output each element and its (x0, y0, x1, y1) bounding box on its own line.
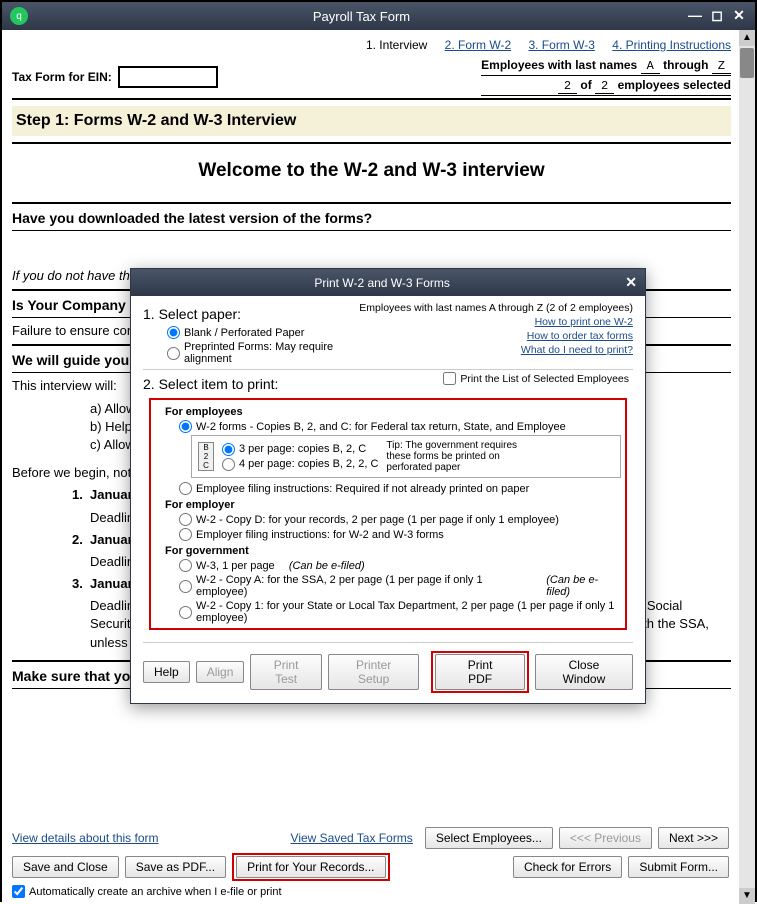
radio-4-per-page[interactable] (222, 458, 235, 471)
radio-3-per-page[interactable] (222, 443, 235, 456)
window-title: Payroll Tax Form (36, 9, 687, 24)
save-and-close-button[interactable]: Save and Close (12, 856, 119, 878)
archive-label: Automatically create an archive when I e… (29, 886, 282, 898)
scroll-up-icon[interactable]: ▲ (739, 30, 755, 46)
perforated-tip: Tip: The government requires these forms… (386, 440, 536, 473)
print-test-button[interactable]: Print Test (250, 654, 321, 690)
copies-icon: B2C (198, 442, 214, 471)
window-titlebar: q Payroll Tax Form — ◻ ✕ (2, 2, 755, 30)
select-employees-button[interactable]: Select Employees... (425, 827, 553, 849)
app-icon: q (10, 7, 28, 25)
link-view-saved[interactable]: View Saved Tax Forms (291, 831, 413, 845)
align-button[interactable]: Align (196, 661, 245, 683)
next-button[interactable]: Next >>> (658, 827, 729, 849)
scrollbar-thumb[interactable] (740, 48, 754, 78)
checkbox-print-list[interactable] (443, 372, 456, 385)
step-nav: 1. Interview 2. Form W-2 3. Form W-3 4. … (12, 34, 731, 56)
vertical-scrollbar[interactable]: ▲ ▼ (739, 30, 755, 904)
dialog-title: Print W-2 and W-3 Forms (139, 276, 625, 290)
print-item-selection: For employees W-2 forms - Copies B, 2, a… (149, 398, 627, 630)
nav-step-1: 1. Interview (366, 38, 427, 52)
radio-w3[interactable] (179, 559, 192, 572)
step-header: Step 1: Forms W-2 and W-3 Interview (12, 106, 731, 136)
help-button[interactable]: Help (143, 661, 190, 683)
radio-w2-forms[interactable] (179, 420, 192, 433)
welcome-heading: Welcome to the W-2 and W-3 interview (12, 160, 731, 182)
minimize-icon[interactable]: — (687, 8, 703, 24)
radio-copy-1[interactable] (179, 606, 192, 619)
radio-emp-filing-instr[interactable] (179, 482, 192, 495)
radio-copy-a[interactable] (179, 580, 192, 593)
link-how-print-one[interactable]: How to print one W-2 (359, 316, 633, 328)
radio-preprinted[interactable] (167, 347, 180, 360)
check-errors-button[interactable]: Check for Errors (513, 856, 622, 878)
print-for-records-button[interactable]: Print for Your Records... (236, 856, 385, 878)
submit-form-button[interactable]: Submit Form... (628, 856, 729, 878)
close-window-button[interactable]: Close Window (535, 654, 633, 690)
nav-step-4[interactable]: 4. Printing Instructions (612, 38, 731, 52)
archive-checkbox[interactable] (12, 885, 25, 898)
link-view-details[interactable]: View details about this form (12, 831, 159, 845)
previous-button[interactable]: <<< Previous (559, 827, 652, 849)
maximize-icon[interactable]: ◻ (709, 8, 725, 24)
q-download: Have you downloaded the latest version o… (12, 210, 731, 226)
print-dialog: Print W-2 and W-3 Forms ✕ Employees with… (130, 268, 646, 704)
dialog-close-icon[interactable]: ✕ (625, 274, 637, 291)
radio-copy-d[interactable] (179, 513, 192, 526)
print-pdf-button[interactable]: Print PDF (435, 654, 524, 690)
ein-label: Tax Form for EIN: (12, 70, 112, 84)
ein-field[interactable] (118, 66, 218, 88)
nav-step-2[interactable]: 2. Form W-2 (445, 38, 511, 52)
link-what-print[interactable]: What do I need to print? (359, 344, 633, 356)
radio-blank-paper[interactable] (167, 326, 180, 339)
link-order-forms[interactable]: How to order tax forms (359, 330, 633, 342)
nav-step-3[interactable]: 3. Form W-3 (528, 38, 594, 52)
save-as-pdf-button[interactable]: Save as PDF... (125, 856, 226, 878)
close-icon[interactable]: ✕ (731, 8, 747, 24)
radio-employer-instr[interactable] (179, 528, 192, 541)
printer-setup-button[interactable]: Printer Setup (328, 654, 420, 690)
